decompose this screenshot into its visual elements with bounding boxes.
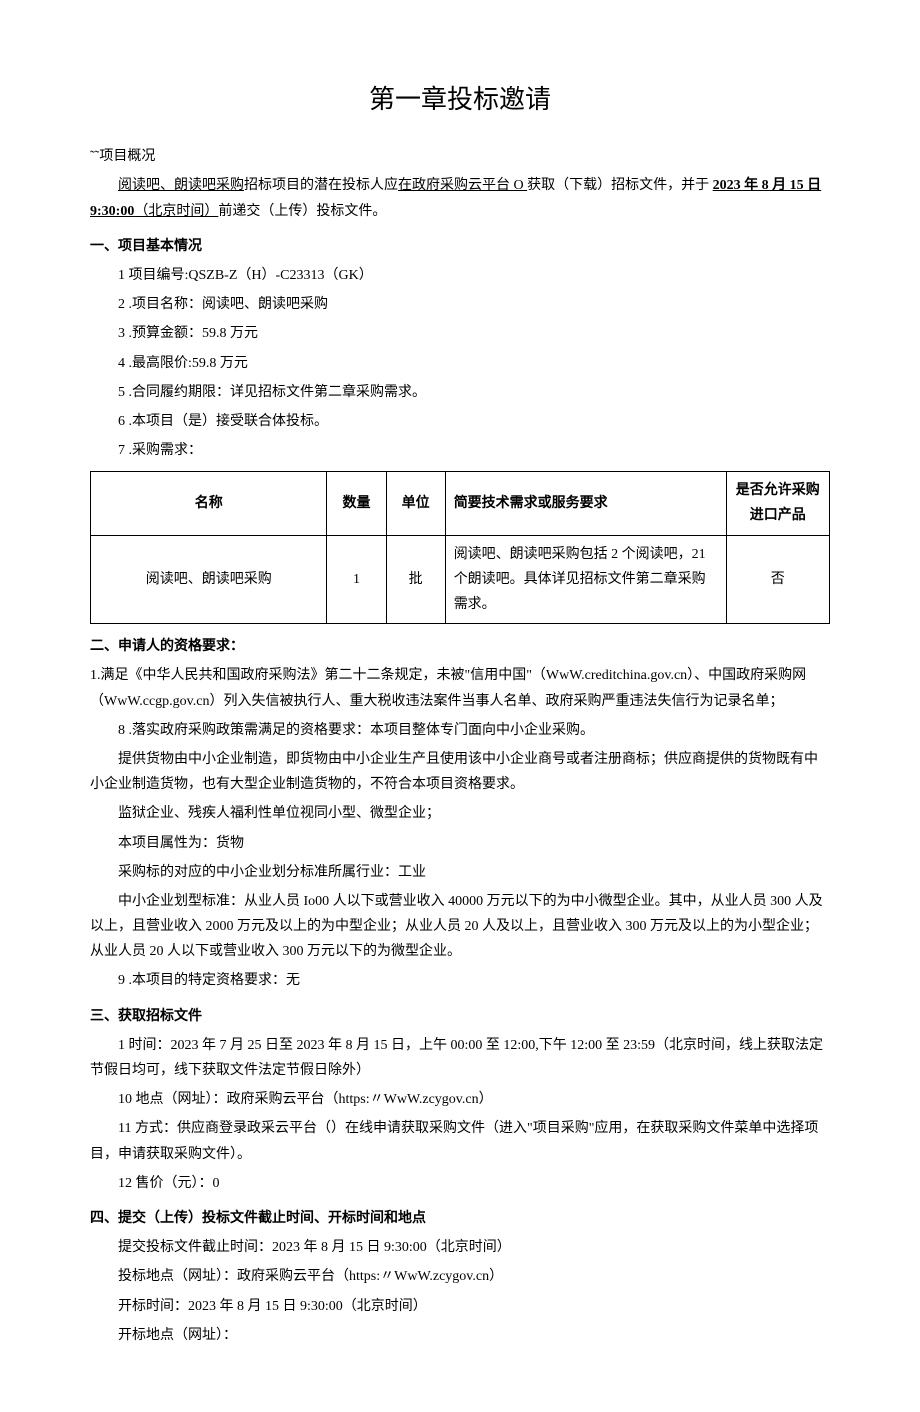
td-desc: 阅读吧、朗读吧采购包括 2 个阅读吧，21 个朗读吧。具体详见招标文件第二章采购…: [445, 535, 726, 624]
overview-project: 阅读吧、朗读吧采购: [118, 178, 244, 193]
table-header-row: 名称 数量 单位 简要技术需求或服务要求 是否允许采购进口产品: [91, 472, 830, 535]
s4-p1: 提交投标文件截止时间：2023 年 8 月 15 日 9:30:00（北京时间）: [90, 1235, 830, 1260]
overview-mid: 招标项目的潜在投标人应: [244, 178, 398, 193]
s1-item-1: 2 .项目名称：阅读吧、朗读吧采购: [90, 292, 830, 317]
section-2-header: 二、申请人的资格要求：: [90, 634, 830, 659]
th-qty: 数量: [327, 472, 386, 535]
section-4-header: 四、提交（上传）投标文件截止时间、开标时间和地点: [90, 1206, 830, 1231]
s2-p5: 本项目属性为：货物: [90, 831, 830, 856]
overview-post2: （北京时间）: [134, 204, 218, 219]
s2-p6: 采购标的对应的中小企业划分标准所属行业：工业: [90, 860, 830, 885]
overview-label: ˜˜项目概况: [90, 144, 830, 169]
s3-p2: 10 地点（网址）：政府采购云平台（https:〃WwW.zcygov.cn）: [90, 1087, 830, 1112]
s2-p1: 1.满足《中华人民共和国政府采购法》第二十二条规定，未被"信用中国"（WwW.c…: [90, 663, 830, 713]
td-unit: 批: [386, 535, 445, 624]
table-row: 阅读吧、朗读吧采购 1 批 阅读吧、朗读吧采购包括 2 个阅读吧，21 个朗读吧…: [91, 535, 830, 624]
s4-p3: 开标时间：2023 年 8 月 15 日 9:30:00（北京时间）: [90, 1294, 830, 1319]
s4-p2: 投标地点（网址）：政府采购云平台（https:〃WwW.zcygov.cn）: [90, 1264, 830, 1289]
s4-p4: 开标地点（网址）：: [90, 1323, 830, 1348]
section-1-header: 一、项目基本情况: [90, 234, 830, 259]
overview-text: 阅读吧、朗读吧采购招标项目的潜在投标人应在政府采购云平台 O 获取（下载）招标文…: [90, 173, 830, 223]
td-qty: 1: [327, 535, 386, 624]
s1-item-2: 3 .预算金额：59.8 万元: [90, 321, 830, 346]
chapter-title: 第一章投标邀请: [90, 77, 830, 124]
th-unit: 单位: [386, 472, 445, 535]
section-3-header: 三、获取招标文件: [90, 1004, 830, 1029]
s2-p8: 9 .本项目的特定资格要求：无: [90, 968, 830, 993]
s3-p3: 11 方式：供应商登录政采云平台（）在线申请获取采购文件（进入"项目采购"应用，…: [90, 1116, 830, 1166]
s1-item-4: 5 .合同履约期限：详见招标文件第二章采购需求。: [90, 380, 830, 405]
s2-p3: 提供货物由中小企业制造，即货物由中小企业生产且使用该中小企业商号或者注册商标；供…: [90, 747, 830, 797]
th-import: 是否允许采购进口产品: [726, 472, 829, 535]
s3-p1: 1 时间：2023 年 7 月 25 日至 2023 年 8 月 15 日，上午…: [90, 1033, 830, 1083]
s1-item-3: 4 .最高限价:59.8 万元: [90, 351, 830, 376]
td-name: 阅读吧、朗读吧采购: [91, 535, 327, 624]
th-name: 名称: [91, 472, 327, 535]
s1-item-0: 1 项目编号:QSZB-Z（H）-C23313（GK）: [90, 263, 830, 288]
s2-p7: 中小企业划型标准：从业人员 Io00 人以下或营业收入 40000 万元以下的为…: [90, 889, 830, 965]
s2-p2: 8 .落实政府采购政策需满足的资格要求：本项目整体专门面向中小企业采购。: [90, 718, 830, 743]
requirements-table: 名称 数量 单位 简要技术需求或服务要求 是否允许采购进口产品 阅读吧、朗读吧采…: [90, 471, 830, 624]
th-desc: 简要技术需求或服务要求: [445, 472, 726, 535]
s1-item-6: 7 .采购需求：: [90, 438, 830, 463]
overview-post3: 前递交（上传）投标文件。: [218, 204, 386, 219]
overview-post1: 获取（下载）招标文件，并于: [527, 178, 713, 193]
s3-p4: 12 售价（元）：0: [90, 1171, 830, 1196]
td-import: 否: [726, 535, 829, 624]
s2-p4: 监狱企业、残疾人福利性单位视同小型、微型企业；: [90, 801, 830, 826]
overview-link: 在政府采购云平台 O: [398, 178, 527, 193]
s1-item-5: 6 .本项目（是）接受联合体投标。: [90, 409, 830, 434]
